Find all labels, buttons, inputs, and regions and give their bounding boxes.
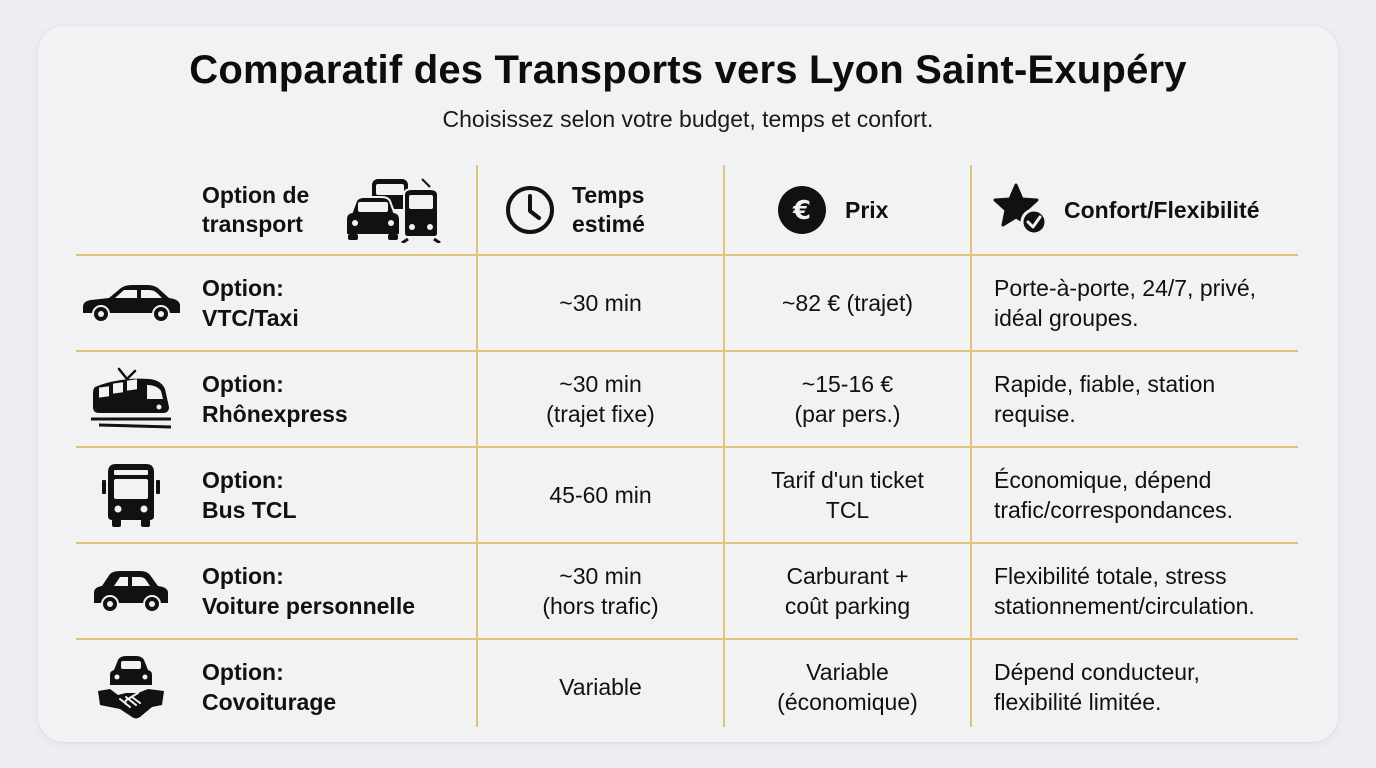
car-icon (78, 543, 184, 639)
option-label: Option: Rhônexpress (202, 371, 348, 427)
price-cell: ~15-16 € (par pers.) (794, 371, 901, 427)
option-label: Option: Covoiturage (202, 659, 337, 715)
grid-divider (76, 350, 1298, 352)
table-row: Option: Voiture personnelle ~30 min (hor… (0, 543, 1376, 639)
price-cell: ~82 € (trajet) (781, 290, 914, 316)
page-subtitle: Choisissez selon votre budget, temps et … (442, 106, 934, 132)
grid-divider (76, 446, 1298, 448)
header-option: Option de transport (202, 165, 309, 255)
header-option-line: transport (202, 211, 303, 237)
grid-divider (76, 542, 1298, 544)
comfort-cell: Dépend conducteur, flexibilité limitée. (994, 659, 1200, 715)
price-cell: Tarif d'un ticket TCL (771, 467, 924, 523)
grid-divider (76, 254, 1298, 256)
time-cell: ~30 min (559, 290, 642, 316)
table-row: Option: Rhônexpress ~30 min (trajet fixe… (0, 351, 1376, 447)
grid-divider (76, 638, 1298, 640)
star-check-icon (992, 165, 1050, 255)
header-time: Temps estimé (572, 165, 645, 255)
clock-icon (504, 165, 556, 255)
price-cell: Carburant + coût parking (784, 563, 911, 619)
table-row: Option: VTC/Taxi ~30 min ~82 € (trajet) … (0, 255, 1376, 351)
header-option-line: Option de (202, 182, 310, 208)
euro-icon: € (776, 165, 828, 255)
option-label: Option: VTC/Taxi (202, 275, 299, 331)
car-sedan-icon (78, 255, 184, 351)
time-cell: Variable (559, 674, 642, 700)
price-cell: Variable (économique) (777, 659, 918, 715)
table-row: Option: Bus TCL 45-60 min Tarif d'un tic… (0, 447, 1376, 543)
comfort-cell: Porte-à-porte, 24/7, privé, idéal groupe… (994, 275, 1257, 331)
bus-icon (78, 447, 184, 543)
header-time-line: Temps (572, 182, 645, 208)
comfort-cell: Flexibilité totale, stress stationnement… (994, 563, 1255, 619)
header-price: Prix (845, 196, 889, 223)
page-title: Comparatif des Transports vers Lyon Sain… (189, 48, 1187, 92)
comfort-cell: Économique, dépend trafic/correspondance… (994, 467, 1234, 523)
time-cell: ~30 min (hors trafic) (542, 563, 659, 619)
comfort-cell: Rapide, fiable, station requise. (994, 371, 1216, 427)
option-label: Option: Voiture personnelle (202, 563, 416, 619)
table-row: Option: Covoiturage Variable Variable (é… (0, 639, 1376, 735)
comparison-card (38, 26, 1338, 742)
time-cell: ~30 min (trajet fixe) (546, 371, 655, 427)
header-time-line: estimé (572, 211, 645, 237)
tram-icon (78, 351, 184, 447)
carpool-handshake-icon (78, 639, 184, 735)
transport-group-icon (342, 165, 442, 255)
time-cell: 45-60 min (549, 482, 652, 508)
header-comfort: Confort/Flexibilité (1064, 196, 1260, 223)
option-label: Option: Bus TCL (202, 467, 297, 523)
svg-text:€: € (792, 196, 811, 226)
